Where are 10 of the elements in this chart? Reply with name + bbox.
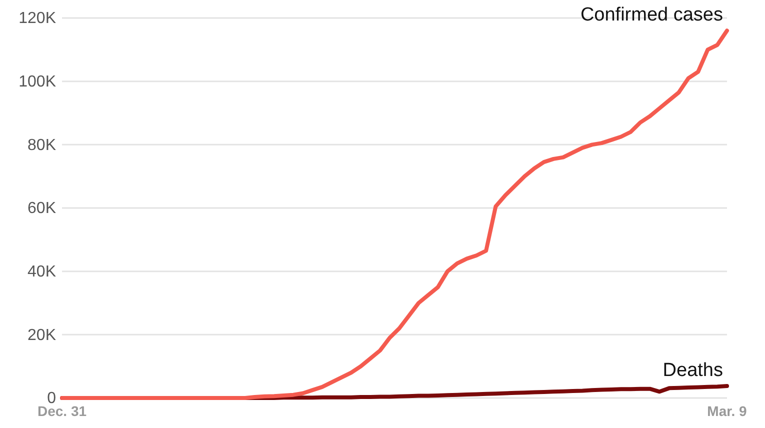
- series-label: Confirmed cases: [580, 4, 723, 26]
- y-tick-label: 100K: [18, 73, 56, 90]
- y-tick-label: 40K: [28, 263, 56, 280]
- series-label: Deaths: [662, 360, 723, 381]
- y-tick-label: 80K: [28, 136, 56, 154]
- line-series: [60, 28, 729, 400]
- x-tick-label: Mar. 9: [707, 402, 748, 419]
- y-tick-label: 20K: [28, 326, 56, 344]
- y-tick-label: 120K: [18, 10, 56, 28]
- y-tick-label: 60K: [28, 200, 56, 218]
